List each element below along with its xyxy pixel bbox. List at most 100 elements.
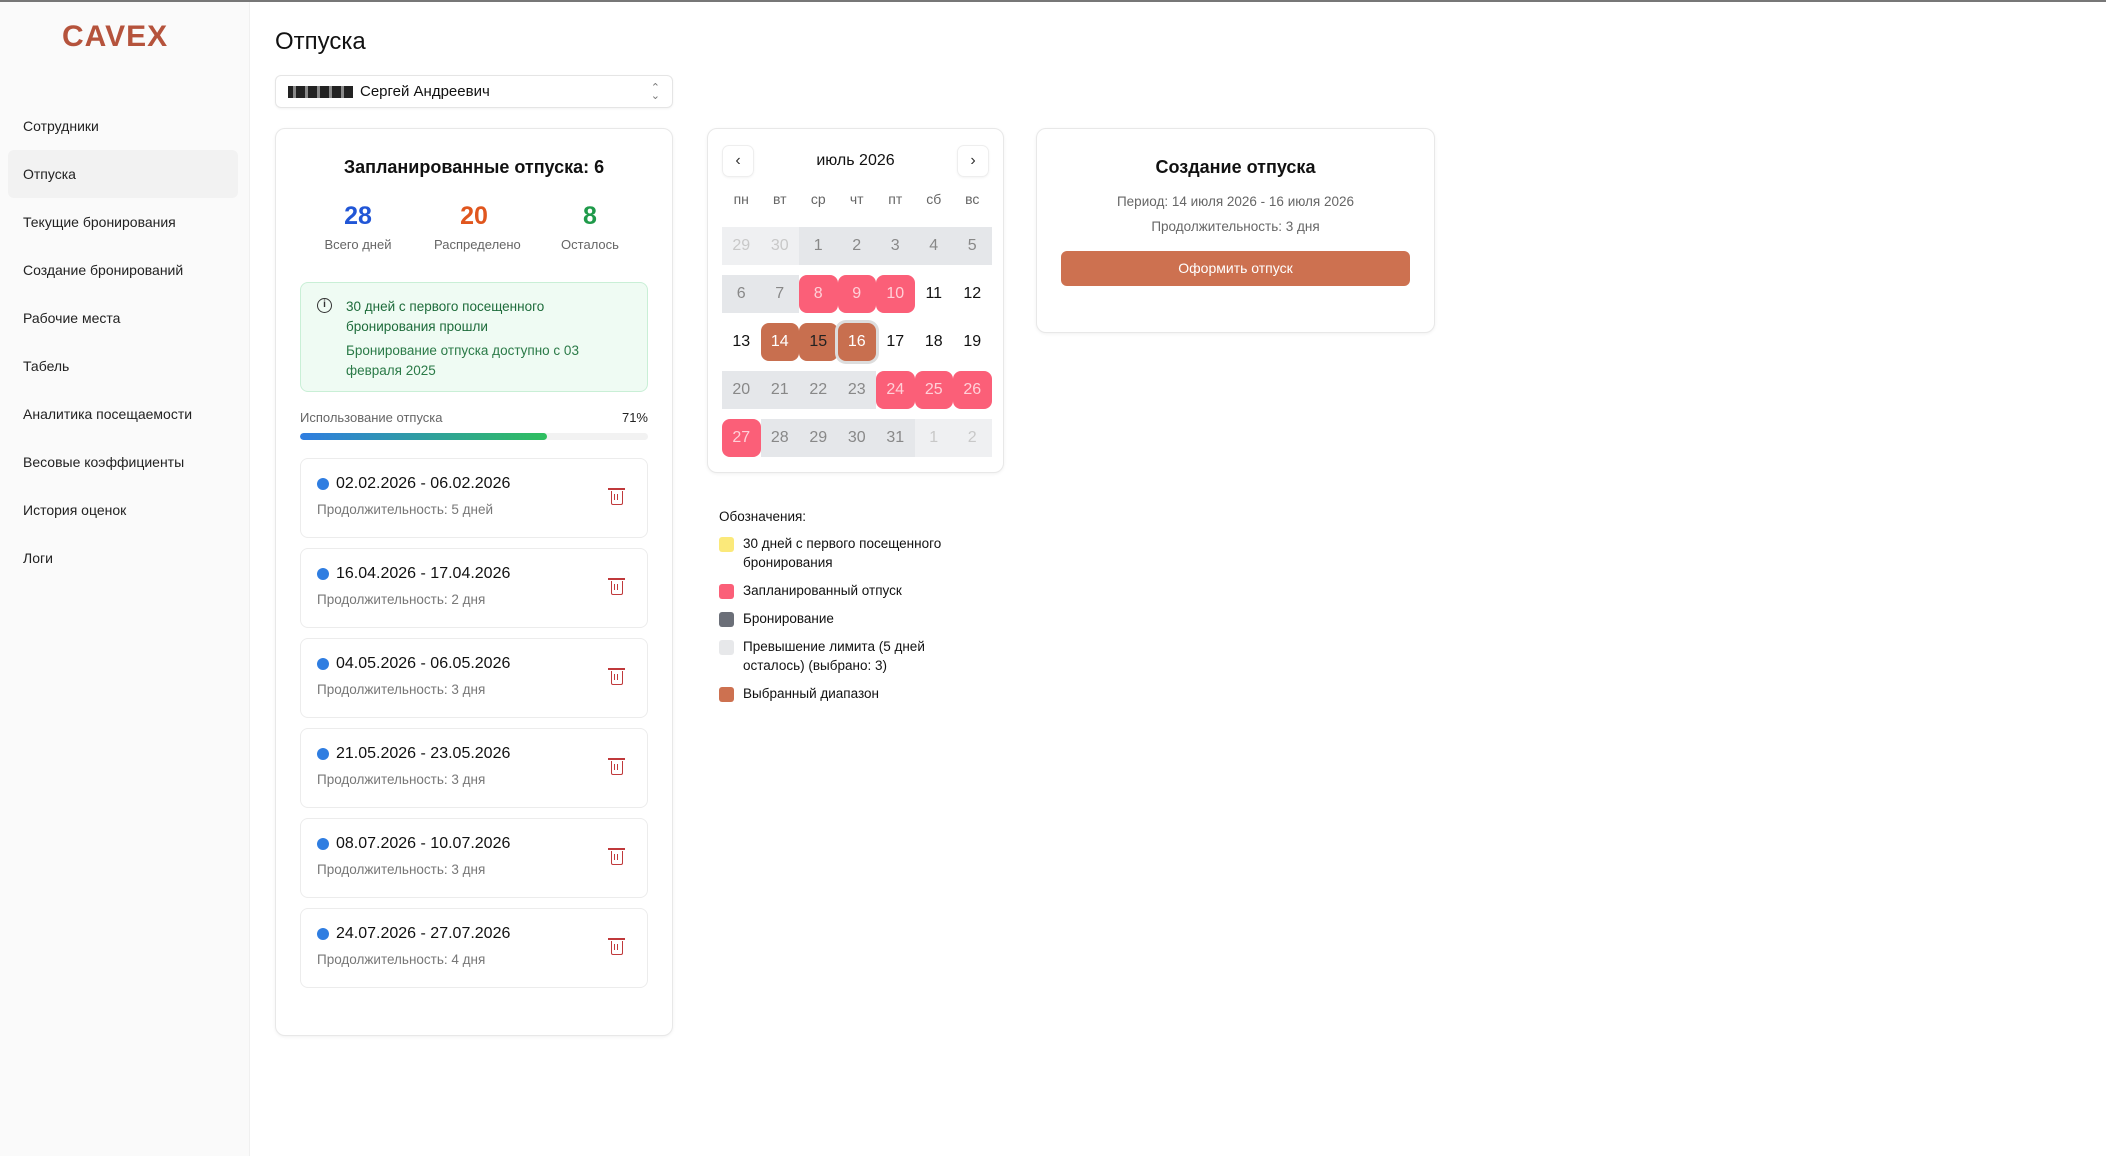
sidebar-item[interactable]: Рабочие места	[23, 310, 121, 326]
calendar-day[interactable]: 28	[760, 419, 799, 457]
create-period: Период: 14 июля 2026 - 16 июля 2026	[1116, 194, 1355, 209]
stat-label: Осталось	[561, 237, 619, 252]
calendar: ‹ июль 2026 › пн вт ср чт пт сб вс 29 30 1 2 3 4 5 6 7 8…	[707, 128, 1004, 473]
vacation-dates-row: 21.05.2026 - 23.05.2026	[317, 745, 631, 763]
calendar-day[interactable]: 2	[837, 227, 876, 265]
status-dot	[317, 748, 329, 760]
vacation-duration: Продолжительность: 3 дня	[317, 862, 486, 877]
page-title: Отпуска	[275, 28, 366, 55]
sidebar-item[interactable]: Отпуска	[8, 150, 238, 198]
calendar-day[interactable]: 20	[722, 371, 761, 409]
calendar-day[interactable]: 30	[837, 419, 876, 457]
status-dot	[317, 838, 329, 850]
info-text: Бронирование отпуска доступно с 03 февра…	[346, 343, 579, 378]
usage-progress-bar	[300, 433, 648, 440]
weekday-label: вс	[965, 191, 980, 207]
planned-title: Запланированные отпуска: 6	[343, 157, 605, 177]
vacation-duration: Продолжительность: 3 дня	[317, 682, 486, 697]
prev-month-button[interactable]: ‹	[722, 145, 754, 177]
sidebar-item[interactable]: Создание бронирований	[23, 262, 184, 278]
create-title: Создание отпуска	[1155, 157, 1316, 177]
trash-icon[interactable]	[608, 578, 625, 595]
calendar-day[interactable]: 26	[953, 371, 992, 409]
stat-value: 8	[583, 202, 597, 230]
calendar-day[interactable]: 14	[760, 323, 799, 361]
calendar-day[interactable]: 2	[953, 419, 992, 457]
calendar-day[interactable]: 6	[722, 275, 761, 313]
info-title: 30 дней с первого посещенного бронирован…	[346, 299, 545, 334]
vacation-dates: 04.05.2026 - 06.05.2026	[336, 655, 511, 672]
trash-icon[interactable]	[608, 758, 625, 775]
legend-swatch	[719, 537, 734, 552]
sidebar-item[interactable]: Текущие бронирования	[23, 214, 176, 230]
calendar-day[interactable]: 9	[837, 275, 876, 313]
vacation-dates-row: 16.04.2026 - 17.04.2026	[317, 565, 631, 583]
legend-item: Бронирование	[719, 609, 948, 628]
weekday-label: сб	[926, 191, 942, 207]
calendar-day[interactable]: 18	[924, 333, 943, 350]
calendar-day[interactable]: 17	[886, 333, 905, 350]
vacation-duration: Продолжительность: 3 дня	[317, 772, 486, 787]
vacation-item: 08.07.2026 - 10.07.2026 Продолжительность…	[300, 818, 648, 898]
calendar-day[interactable]: 15	[799, 323, 838, 361]
stat-value: 20	[460, 202, 488, 230]
legend-item: Выбранный диапазон	[719, 684, 948, 703]
vacation-dates: 21.05.2026 - 23.05.2026	[336, 745, 511, 762]
calendar-day[interactable]: 1	[799, 227, 838, 265]
legend-swatch	[719, 584, 734, 599]
legend-label: Выбранный диапазон	[743, 686, 879, 701]
legend-item: Превышение лимита (5 дней осталось) (выб…	[719, 637, 948, 675]
calendar-day[interactable]: 22	[799, 371, 838, 409]
sidebar-item[interactable]: Аналитика посещаемости	[23, 406, 193, 422]
calendar-day[interactable]: 12	[963, 285, 982, 302]
trash-icon[interactable]	[608, 848, 625, 865]
trash-icon[interactable]	[608, 488, 625, 505]
sidebar-item[interactable]: Сотрудники	[23, 118, 99, 134]
vacation-item: 04.05.2026 - 06.05.2026 Продолжительность…	[300, 638, 648, 718]
calendar-day[interactable]: 11	[925, 285, 943, 302]
calendar-day[interactable]: 3	[876, 227, 915, 265]
calendar-day[interactable]: 5	[953, 227, 992, 265]
calendar-month: июль 2026	[816, 152, 895, 169]
sidebar-item[interactable]: История оценок	[23, 502, 127, 518]
submit-vacation-button[interactable]: Оформить отпуск	[1061, 251, 1410, 286]
calendar-day[interactable]: 19	[963, 333, 982, 350]
calendar-day[interactable]: 31	[876, 419, 915, 457]
stat-label: Всего дней	[324, 237, 392, 252]
calendar-day[interactable]: 13	[732, 333, 751, 350]
weekday-label: пт	[888, 191, 903, 207]
legend-label: Запланированный отпуск	[743, 583, 902, 598]
calendar-day[interactable]: 27	[722, 419, 761, 457]
calendar-day[interactable]: 4	[914, 227, 953, 265]
chevron-up-down-icon: ⌃ ⌄	[650, 81, 660, 102]
employee-select[interactable]: Сергей Андреевич ⌃ ⌄	[275, 75, 673, 108]
vacation-item: 21.05.2026 - 23.05.2026 Продолжительность…	[300, 728, 648, 808]
calendar-day[interactable]: 24	[876, 371, 915, 409]
calendar-day[interactable]: 1	[914, 419, 953, 457]
legend-label: 30 дней с первого посещенного бронирован…	[743, 536, 942, 570]
calendar-day[interactable]: 30	[760, 227, 799, 265]
calendar-day[interactable]: 10	[876, 275, 915, 313]
vacation-dates-row: 08.07.2026 - 10.07.2026	[317, 835, 631, 853]
sidebar-item[interactable]: Табель	[23, 358, 70, 374]
calendar-day[interactable]: 23	[837, 371, 876, 409]
calendar-grid: пн вт ср чт пт сб вс 29 30 1 2 3 4 5 6 7 8 9 10 11 12 13 14 15 1…	[722, 191, 1003, 457]
vacation-dates: 08.07.2026 - 10.07.2026	[336, 835, 511, 852]
calendar-day[interactable]: 25	[914, 371, 953, 409]
legend-swatch	[719, 612, 734, 627]
create-duration: Продолжительность: 3 дня	[1151, 219, 1320, 234]
calendar-day[interactable]: 29	[799, 419, 838, 457]
sidebar: CAVEX Сотрудники Отпуска Текущие бронирова…	[0, 2, 250, 1156]
calendar-day[interactable]: 16	[837, 323, 876, 361]
sidebar-item[interactable]: Весовые коэффициенты	[23, 454, 185, 470]
next-month-button[interactable]: ›	[956, 145, 989, 177]
calendar-day[interactable]: 7	[760, 275, 799, 313]
vacation-item: 02.02.2026 - 06.02.2026 Продолжительность…	[300, 458, 648, 538]
trash-icon[interactable]	[608, 668, 625, 685]
sidebar-item[interactable]: Логи	[23, 550, 53, 566]
calendar-day[interactable]: 29	[722, 227, 761, 265]
trash-icon[interactable]	[608, 938, 625, 955]
calendar-day[interactable]: 8	[799, 275, 838, 313]
calendar-day[interactable]: 21	[760, 371, 799, 409]
logo[interactable]: CAVEX	[62, 20, 169, 53]
